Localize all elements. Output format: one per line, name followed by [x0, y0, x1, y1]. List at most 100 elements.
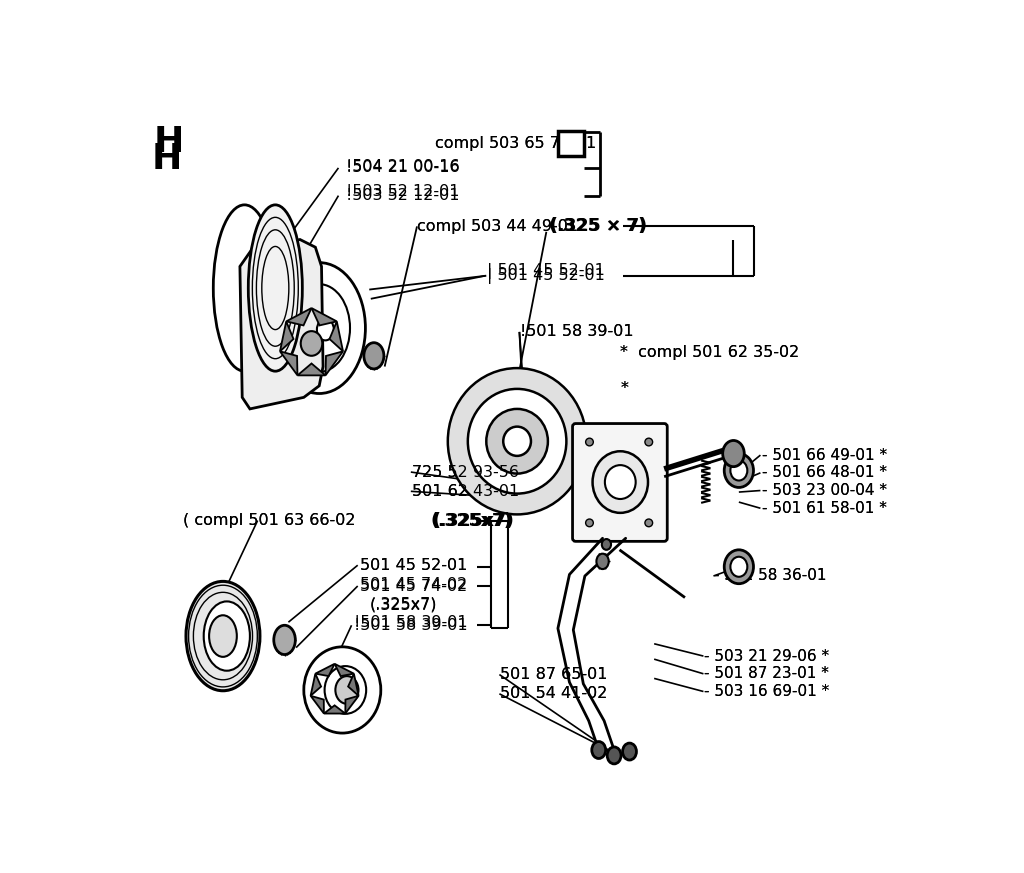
- Ellipse shape: [325, 666, 367, 714]
- Text: (.325 × 7): (.325 × 7): [549, 217, 646, 236]
- Ellipse shape: [607, 747, 621, 764]
- Text: !501 58 39-01: !501 58 39-01: [520, 325, 634, 340]
- Ellipse shape: [645, 438, 652, 446]
- Text: 501 45 74-02: 501 45 74-02: [360, 579, 467, 594]
- Ellipse shape: [301, 331, 323, 356]
- Text: compl 503 44 49-01: compl 503 44 49-01: [417, 219, 584, 234]
- Ellipse shape: [209, 615, 237, 656]
- Text: - 503 21 29-06 *: - 503 21 29-06 *: [705, 649, 829, 663]
- Ellipse shape: [316, 319, 334, 340]
- Ellipse shape: [593, 451, 648, 512]
- Polygon shape: [311, 308, 337, 326]
- Text: H: H: [154, 125, 184, 159]
- Text: - 503 16 69-01 *: - 503 16 69-01 *: [705, 684, 829, 699]
- Polygon shape: [280, 321, 294, 351]
- Text: 501 62 43-01: 501 62 43-01: [412, 484, 519, 498]
- Text: 501 54 41-02: 501 54 41-02: [500, 686, 607, 701]
- Polygon shape: [324, 705, 345, 713]
- Polygon shape: [330, 321, 343, 351]
- Text: - 501 66 49-01 *: - 501 66 49-01 *: [762, 448, 887, 463]
- Text: compl 503 65 71-01: compl 503 65 71-01: [435, 136, 597, 151]
- Text: - 501 87 23-01 *: - 501 87 23-01 *: [705, 666, 829, 681]
- Ellipse shape: [313, 656, 374, 724]
- Text: !501 58 39-01: !501 58 39-01: [354, 618, 468, 633]
- Ellipse shape: [273, 263, 366, 394]
- Polygon shape: [287, 308, 311, 326]
- Ellipse shape: [586, 519, 593, 526]
- Text: - 501 58 36-01: - 501 58 36-01: [714, 568, 826, 583]
- Polygon shape: [326, 351, 343, 375]
- Text: !503 52 12-01: !503 52 12-01: [346, 188, 460, 203]
- FancyBboxPatch shape: [558, 131, 584, 155]
- Text: !503 52 12-01: !503 52 12-01: [346, 183, 460, 198]
- Text: - 501 87 23-01 *: - 501 87 23-01 *: [705, 666, 829, 681]
- Text: 501 54 41-02: 501 54 41-02: [500, 686, 607, 701]
- Text: 501 62 43-01: 501 62 43-01: [412, 484, 519, 498]
- Ellipse shape: [503, 427, 531, 456]
- Text: - 501 66 48-01 *: - 501 66 48-01 *: [762, 465, 887, 480]
- Polygon shape: [280, 351, 298, 375]
- Text: Y: Y: [565, 134, 578, 152]
- Text: (.325x7): (.325x7): [370, 598, 437, 613]
- Ellipse shape: [724, 550, 754, 584]
- Text: *  compl 501 62 35-02: * compl 501 62 35-02: [621, 345, 800, 361]
- Text: (.325 × 7): (.325 × 7): [550, 217, 647, 236]
- Polygon shape: [298, 363, 326, 375]
- Text: (.325x7): (.325x7): [370, 596, 437, 611]
- Text: 501 87 65-01: 501 87 65-01: [500, 667, 607, 682]
- Text: *  compl 501 62 35-02: * compl 501 62 35-02: [621, 345, 800, 361]
- Ellipse shape: [602, 539, 611, 550]
- Ellipse shape: [605, 465, 636, 499]
- Text: 501 45 52-01: 501 45 52-01: [360, 558, 467, 573]
- Ellipse shape: [645, 519, 652, 526]
- Ellipse shape: [724, 454, 754, 487]
- Polygon shape: [335, 663, 354, 676]
- Text: - 501 58 36-01: - 501 58 36-01: [714, 568, 826, 583]
- Ellipse shape: [486, 409, 548, 473]
- Text: 501 45 52-01: 501 45 52-01: [360, 558, 467, 573]
- Text: 725 52 93-56: 725 52 93-56: [412, 464, 518, 479]
- Text: 501 87 65-01: 501 87 65-01: [500, 667, 607, 682]
- Text: - 503 23 00-04 *: - 503 23 00-04 *: [762, 483, 887, 498]
- Text: compl 503 44 49-01: compl 503 44 49-01: [417, 219, 584, 234]
- Ellipse shape: [592, 741, 605, 759]
- Text: | 501 45 52-01: | 501 45 52-01: [487, 263, 605, 279]
- Ellipse shape: [447, 368, 587, 514]
- Text: !501 58 39-01: !501 58 39-01: [520, 325, 634, 340]
- Text: - 503 21 29-06 *: - 503 21 29-06 *: [705, 649, 829, 663]
- Text: Y: Y: [564, 136, 575, 151]
- Text: 501 45 74-02: 501 45 74-02: [360, 577, 467, 592]
- Ellipse shape: [468, 388, 566, 493]
- Text: - 501 61 58-01 *: - 501 61 58-01 *: [762, 501, 887, 516]
- Text: ( compl 501 63 66-02: ( compl 501 63 66-02: [183, 513, 355, 528]
- Text: - 503 23 00-04 *: - 503 23 00-04 *: [762, 483, 887, 498]
- Ellipse shape: [213, 205, 275, 371]
- FancyBboxPatch shape: [572, 423, 668, 541]
- Text: (.325x7): (.325x7): [432, 512, 514, 530]
- Ellipse shape: [304, 647, 381, 733]
- Ellipse shape: [730, 557, 748, 577]
- Ellipse shape: [273, 625, 295, 655]
- Text: compl 503 65 71-01: compl 503 65 71-01: [435, 136, 597, 151]
- Polygon shape: [310, 696, 324, 713]
- Text: 725 52 93-56: 725 52 93-56: [412, 464, 518, 479]
- Text: !501 58 39-01: !501 58 39-01: [354, 615, 468, 630]
- Polygon shape: [310, 674, 322, 696]
- Ellipse shape: [723, 441, 744, 467]
- Ellipse shape: [364, 343, 384, 369]
- Ellipse shape: [730, 460, 748, 480]
- Ellipse shape: [336, 676, 358, 704]
- Text: - 503 16 69-01 *: - 503 16 69-01 *: [705, 684, 829, 699]
- Text: - 501 66 48-01 *: - 501 66 48-01 *: [762, 465, 887, 480]
- Text: - 501 66 49-01 *: - 501 66 49-01 *: [762, 448, 887, 463]
- Text: *: *: [621, 381, 628, 395]
- Text: | 501 45 52-01: | 501 45 52-01: [487, 268, 605, 284]
- Ellipse shape: [623, 743, 637, 760]
- Polygon shape: [348, 674, 358, 696]
- Ellipse shape: [596, 553, 608, 569]
- Text: H: H: [153, 141, 182, 175]
- Polygon shape: [345, 696, 358, 713]
- Text: - 501 61 58-01 *: - 501 61 58-01 *: [762, 501, 887, 516]
- Ellipse shape: [248, 205, 302, 371]
- Text: *: *: [621, 381, 628, 395]
